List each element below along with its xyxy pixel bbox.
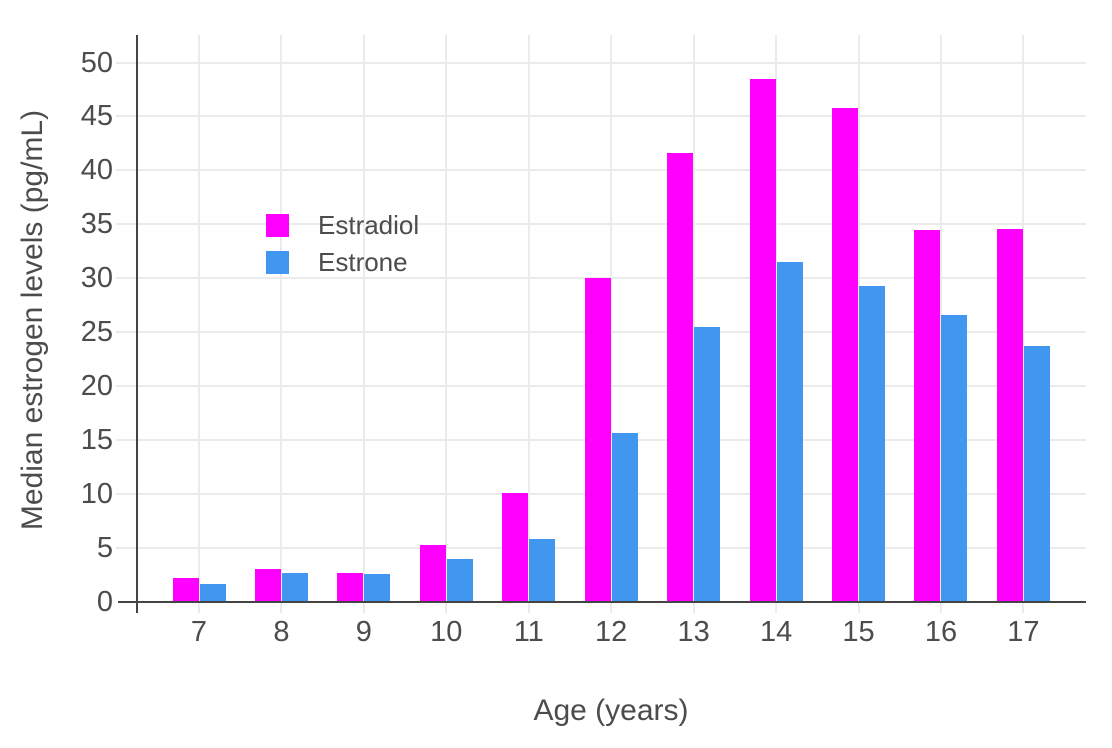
bar-estrone-age-11[interactable] (529, 539, 556, 602)
y-gridline (116, 223, 1086, 226)
bar-estradiol-age-9[interactable] (337, 572, 364, 602)
x-gridline (362, 35, 365, 613)
bar-estrone-age-17[interactable] (1023, 346, 1050, 602)
x-gridline (775, 35, 778, 613)
bar-estradiol-age-13[interactable] (667, 153, 694, 602)
x-gridline (280, 35, 283, 613)
bar-estradiol-age-7[interactable] (172, 578, 199, 602)
y-tick-label: 35 (80, 208, 113, 241)
x-gridline (198, 35, 200, 613)
x-gridline (857, 35, 860, 613)
x-gridline (1022, 35, 1025, 613)
y-axis-line (135, 35, 138, 613)
bar-estrone-age-16[interactable] (941, 314, 968, 602)
bar-estradiol-age-11[interactable] (502, 493, 529, 602)
x-tick-label: 11 (513, 616, 544, 648)
y-tick-label: 40 (80, 154, 113, 187)
bar-estrone-age-8[interactable] (281, 572, 308, 602)
x-tick-label: 15 (842, 616, 875, 648)
bar-estrone-age-14[interactable] (776, 262, 803, 602)
x-tick-label: 9 (355, 616, 372, 648)
bar-estrone-age-10[interactable] (446, 558, 473, 602)
y-tick-label: 10 (80, 478, 113, 511)
x-tick-label: 12 (595, 616, 628, 648)
x-tick-label: 7 (190, 616, 208, 648)
legend-item-estradiol[interactable]: Estradiol (266, 210, 419, 240)
legend-item-estrone[interactable]: Estrone (266, 247, 419, 277)
x-tick-label: 16 (924, 616, 958, 648)
x-gridline (939, 35, 942, 613)
x-gridline (527, 35, 530, 613)
legend-label: Estradiol (318, 209, 420, 240)
y-tick-label: 25 (80, 316, 113, 349)
bar-estradiol-age-8[interactable] (254, 568, 281, 602)
legend-swatch-estradiol (266, 213, 289, 237)
legend: Estradiol Estrone (266, 210, 419, 287)
x-tick-label: 14 (759, 616, 793, 648)
x-axis-title: Age (years) (533, 694, 689, 727)
y-tick-label: 20 (80, 370, 113, 403)
y-tick-label: 45 (80, 100, 113, 133)
x-tick-label: 17 (1007, 616, 1040, 648)
bar-estrone-age-7[interactable] (199, 583, 226, 602)
legend-label: Estrone (318, 246, 408, 277)
y-gridline (116, 169, 1086, 172)
x-axis-line (118, 600, 1086, 604)
x-tick-label: 8 (273, 616, 290, 648)
y-tick-label: 30 (80, 262, 113, 295)
x-tick-label: 13 (677, 616, 710, 648)
bar-estradiol-age-17[interactable] (996, 228, 1023, 602)
y-gridline (116, 61, 1086, 64)
x-gridline (445, 35, 448, 613)
y-tick-label: 0 (96, 586, 113, 618)
x-gridline (692, 35, 695, 613)
bar-estradiol-age-10[interactable] (419, 544, 446, 602)
y-tick-label: 50 (80, 46, 113, 79)
y-tick-label: 15 (80, 424, 113, 457)
bar-estrone-age-9[interactable] (364, 573, 391, 602)
y-tick-label: 5 (96, 532, 113, 565)
x-tick-label: 10 (430, 616, 463, 648)
bar-estradiol-age-15[interactable] (832, 107, 859, 602)
legend-swatch-estrone (266, 250, 289, 274)
bar-estrone-age-13[interactable] (694, 326, 721, 602)
bar-estradiol-age-12[interactable] (584, 278, 611, 602)
y-gridline (116, 115, 1086, 118)
bar-estradiol-age-16[interactable] (914, 229, 941, 602)
bar-estrone-age-15[interactable] (859, 285, 886, 602)
bar-estrone-age-12[interactable] (611, 432, 638, 602)
x-gridline (610, 35, 613, 613)
bar-estradiol-age-14[interactable] (749, 78, 776, 602)
